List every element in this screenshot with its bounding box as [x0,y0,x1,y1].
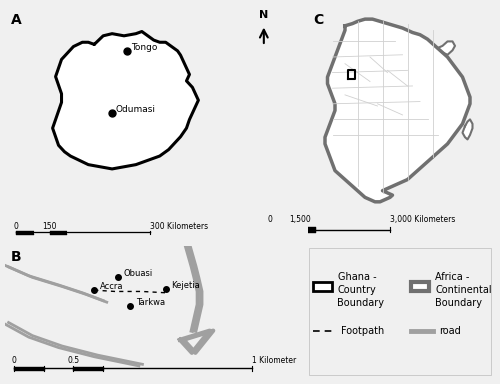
Text: Boundary: Boundary [435,298,482,308]
Text: 0: 0 [12,356,16,365]
Text: Tongo: Tongo [130,43,157,52]
Bar [313,282,332,291]
Polygon shape [52,31,199,169]
Text: Obuasi: Obuasi [124,269,153,278]
Text: Accra: Accra [100,282,124,291]
Polygon shape [462,119,472,139]
Text: Country: Country [338,285,376,295]
Text: 300 Kilometers: 300 Kilometers [150,222,208,231]
Polygon shape [325,19,470,202]
Text: Odumasi: Odumasi [116,105,156,114]
Text: 1,500: 1,500 [289,215,311,224]
Text: 0.5: 0.5 [68,356,80,365]
Text: road: road [439,326,460,336]
Text: 1 Kilometer: 1 Kilometer [252,356,296,365]
Text: Footpath: Footpath [341,326,384,336]
Text: Ghana -: Ghana - [338,272,376,282]
Polygon shape [438,41,455,55]
Text: Boundary: Boundary [338,298,384,308]
Text: A: A [11,13,22,27]
Text: Kejetia: Kejetia [172,281,200,290]
Bar [410,282,430,291]
Text: N: N [259,10,268,20]
Text: Continental: Continental [435,285,492,295]
Text: 0: 0 [268,215,272,224]
Text: 0: 0 [14,222,18,231]
Text: C: C [313,13,324,27]
Text: 150: 150 [42,222,57,231]
Text: 3,000 Kilometers: 3,000 Kilometers [390,215,456,224]
Text: Africa -: Africa - [435,272,470,282]
Text: B: B [11,250,22,264]
Text: Tarkwa: Tarkwa [136,298,165,306]
